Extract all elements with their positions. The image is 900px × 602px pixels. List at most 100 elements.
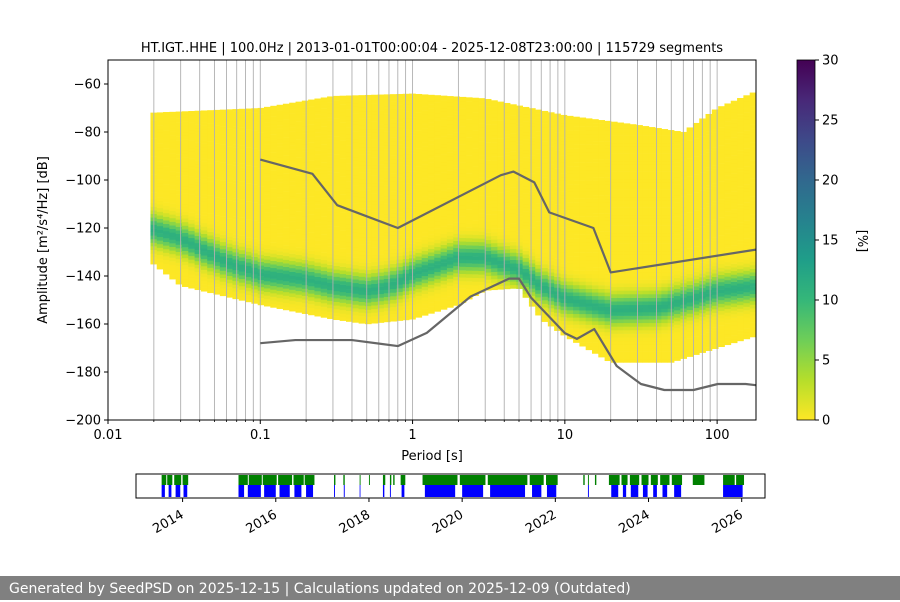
heatmap-cell <box>226 171 233 176</box>
heatmap-cell <box>327 264 334 269</box>
heatmap-cell <box>383 235 391 240</box>
heatmap-cell <box>226 178 233 183</box>
heatmap-cell <box>364 280 372 285</box>
heatmap-cell <box>339 126 347 131</box>
heatmap-cell <box>207 267 214 272</box>
heatmap-cell <box>610 182 618 187</box>
heatmap-cell <box>617 276 624 280</box>
heatmap-cell <box>516 256 524 261</box>
heatmap-cell <box>207 235 214 240</box>
heatmap-cell <box>270 141 278 146</box>
heatmap-cell <box>598 162 606 167</box>
heatmap-cell <box>560 191 568 196</box>
heatmap-cell <box>629 153 637 158</box>
heatmap-cell <box>585 317 593 322</box>
heatmap-cell <box>674 216 681 221</box>
heatmap-cell <box>547 272 555 277</box>
heatmap-cell <box>573 230 580 235</box>
heatmap-cell <box>522 106 530 111</box>
heatmap-cell <box>257 272 265 277</box>
heatmap-cell <box>175 186 183 191</box>
heatmap-cell <box>560 302 568 307</box>
heatmap-cell <box>308 188 315 193</box>
heatmap-cell <box>352 174 360 179</box>
heatmap-cell <box>232 212 240 217</box>
heatmap-cell <box>503 191 511 196</box>
heatmap-cell <box>333 121 341 126</box>
heatmap-cell <box>257 276 265 281</box>
heatmap-cell <box>573 263 580 268</box>
heatmap-cell <box>636 182 643 187</box>
heatmap-cell <box>251 155 259 160</box>
heatmap-cell <box>661 196 669 201</box>
heatmap-cell <box>289 195 296 200</box>
heatmap-cell <box>377 128 385 133</box>
heatmap-cell <box>478 155 486 160</box>
heatmap-cell <box>585 119 593 124</box>
heatmap-cell <box>345 245 353 250</box>
heatmap-cell <box>617 124 624 129</box>
heatmap-cell <box>503 177 511 182</box>
heatmap-cell <box>257 186 265 191</box>
heatmap-cell <box>415 263 423 268</box>
heatmap-cell <box>573 116 580 120</box>
heatmap-cell <box>402 107 410 112</box>
heatmap-cell <box>440 187 448 191</box>
heatmap-cell <box>484 149 492 154</box>
heatmap-cell <box>610 236 618 241</box>
heatmap-cell <box>270 242 278 247</box>
heatmap-cell <box>377 117 385 122</box>
heatmap-cell <box>200 276 208 281</box>
heatmap-cell <box>585 288 593 293</box>
heatmap-cell <box>251 206 259 211</box>
heatmap-cell <box>655 283 662 288</box>
heatmap-cell <box>226 243 233 248</box>
heatmap-cell <box>219 205 227 210</box>
heatmap-cell <box>364 298 372 303</box>
heatmap-cell <box>547 171 555 176</box>
heatmap-cell <box>245 118 252 123</box>
heatmap-cell <box>301 122 309 127</box>
heatmap-cell <box>598 234 606 239</box>
heatmap-cell <box>377 146 385 151</box>
heatmap-cell <box>402 219 410 223</box>
heatmap-cell <box>415 97 423 102</box>
heatmap-cell <box>163 173 170 178</box>
heatmap-cell <box>339 158 347 163</box>
heatmap-cell <box>402 237 410 241</box>
heatmap-cell <box>655 150 662 154</box>
heatmap-cell <box>585 321 593 325</box>
heatmap-cell <box>163 216 170 221</box>
heatmap-cell <box>200 222 208 227</box>
heatmap-cell <box>604 295 612 300</box>
heatmap-cell <box>478 119 486 124</box>
heatmap-cell <box>390 184 397 189</box>
heatmap-cell <box>623 178 631 183</box>
heatmap-cell <box>358 308 366 313</box>
heatmap-cell <box>636 207 643 212</box>
heatmap-cell <box>207 195 214 200</box>
heatmap-cell <box>390 112 397 117</box>
heatmap-cell <box>169 250 177 255</box>
heatmap-cell <box>617 132 624 136</box>
heatmap-cell <box>573 198 580 203</box>
heatmap-cell <box>383 102 391 107</box>
heatmap-cell <box>314 258 322 263</box>
heatmap-cell <box>276 139 284 144</box>
heatmap-cell <box>289 289 296 294</box>
heatmap-cell <box>295 164 303 169</box>
heatmap-cell <box>232 208 240 213</box>
heatmap-cell <box>573 284 580 289</box>
heatmap-cell <box>503 206 511 210</box>
heatmap-cell <box>617 348 624 352</box>
heatmap-cell <box>484 121 492 125</box>
heatmap-cell <box>604 120 612 124</box>
heatmap-cell <box>585 144 593 149</box>
heatmap-cell <box>169 185 177 190</box>
heatmap-cell <box>636 160 643 165</box>
heatmap-cell <box>207 249 214 254</box>
heatmap-cell <box>434 203 442 208</box>
heatmap-cell <box>245 172 252 177</box>
heatmap-cell <box>156 121 164 126</box>
heatmap-cell <box>194 228 202 233</box>
